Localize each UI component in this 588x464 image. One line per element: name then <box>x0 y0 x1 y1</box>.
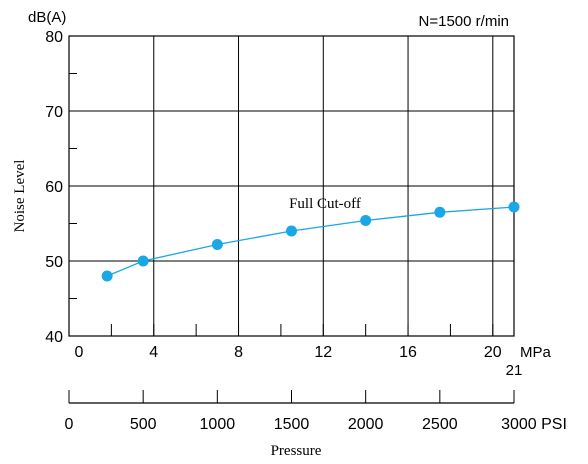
condition-label: N=1500 r/min <box>419 13 509 30</box>
series-group <box>101 201 520 282</box>
psi-tick-label: 1000 <box>200 416 236 433</box>
grid-lines <box>69 36 514 336</box>
mpa-tick-label: 20 <box>484 344 502 361</box>
y-tick-label: 40 <box>45 329 63 346</box>
mpa-tick-label: 4 <box>149 344 158 361</box>
mpa-axis-ticks <box>110 324 494 336</box>
x-axis-title: Pressure <box>271 443 322 459</box>
mpa-tick-label: 12 <box>314 344 332 361</box>
psi-axis-ticks <box>68 390 515 403</box>
data-point <box>101 270 113 282</box>
psi-tick-label: 2500 <box>422 416 458 433</box>
mpa-tick-label: 16 <box>399 344 417 361</box>
mpa-tick-label: 8 <box>234 344 243 361</box>
psi-tick-label: 2000 <box>348 416 384 433</box>
data-point <box>286 225 297 237</box>
psi-tick-label: 1500 <box>274 416 310 433</box>
y-unit-label: dB(A) <box>28 9 66 26</box>
psi-tick-label: 3000 PSI <box>501 416 567 433</box>
data-point <box>211 239 223 250</box>
y-tick-label: 70 <box>45 104 63 121</box>
y-tick-label: 50 <box>45 254 63 271</box>
mpa-end-label: 21 <box>506 362 523 379</box>
data-point <box>508 201 520 213</box>
data-point <box>360 215 372 226</box>
series-label: Full Cut-off <box>289 196 361 212</box>
data-point <box>137 255 149 267</box>
mpa-tick-label: 0 <box>75 344 84 361</box>
psi-tick-label: 0 <box>65 416 74 433</box>
y-tick-label: 80 <box>45 29 63 46</box>
mpa-unit-label: MPa <box>520 344 552 361</box>
y-axis-title: Noise Level <box>12 160 28 233</box>
y-minor-ticks <box>69 73 77 299</box>
data-point <box>434 206 446 218</box>
series-line <box>106 206 515 277</box>
y-tick-label: 60 <box>45 179 63 196</box>
psi-tick-label: 500 <box>130 416 157 433</box>
